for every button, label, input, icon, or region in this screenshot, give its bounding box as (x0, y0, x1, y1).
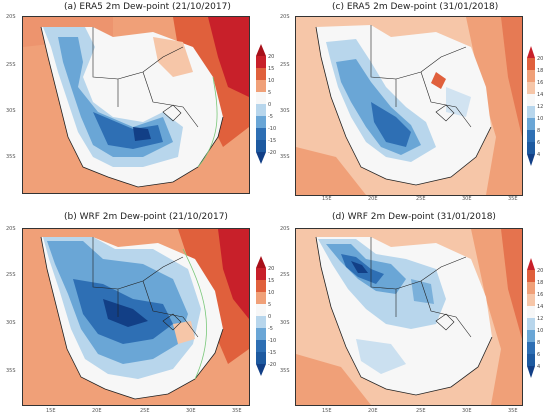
colorbar-label: -15 (268, 350, 277, 356)
lat-label: 20S (6, 226, 16, 232)
colorbar-label: 5 (268, 90, 272, 96)
dewpoint-map-a (23, 17, 249, 193)
lon-label: 25E (140, 408, 150, 414)
panel-title: (d) WRF 2m Dew-point (31/01/2018) (332, 212, 496, 222)
colorbar-label: -15 (268, 138, 277, 144)
map-c (295, 16, 523, 196)
lon-label: 30E (462, 196, 472, 202)
lat-label: 30S (6, 320, 16, 326)
lon-label: 20E (92, 408, 102, 414)
lon-label: 35E (508, 408, 518, 414)
lat-label: 20S (6, 14, 16, 20)
lat-label: 25S (6, 62, 16, 68)
lat-label: 25S (280, 62, 290, 68)
panel-title: (c) ERA5 2m Dew-point (31/01/2018) (332, 2, 499, 12)
colorbar-label: 10 (268, 290, 275, 296)
colorbar-label: 20 (268, 54, 275, 60)
colorbar-label: -10 (268, 338, 277, 344)
lon-label: 15E (322, 196, 332, 202)
colorbar-label: 4 (537, 152, 541, 158)
lat-label: 35S (280, 368, 290, 374)
colorbar-label: 0 (268, 102, 272, 108)
lon-label: 15E (322, 408, 332, 414)
lat-label: 25S (280, 272, 290, 278)
colorbar-label: 15 (268, 66, 275, 72)
colorbar-label: 20 (537, 56, 544, 62)
colorbar-label: 14 (537, 304, 544, 310)
colorbar-label: 0 (268, 314, 272, 320)
map-b (22, 228, 250, 406)
lat-label: 30S (6, 108, 16, 114)
colorbar-label: 12 (537, 316, 544, 322)
lon-label: 15E (46, 408, 56, 414)
colorbar-label: 10 (537, 116, 544, 122)
colorbar-label: -20 (268, 362, 277, 368)
colorbar-a (256, 44, 266, 164)
panel-title: (b) WRF 2m Dew-point (21/10/2017) (64, 212, 228, 222)
lon-label: 30E (186, 408, 196, 414)
colorbar-b (256, 256, 266, 376)
lon-label: 25E (416, 196, 426, 202)
lat-label: 30S (280, 320, 290, 326)
lon-label: 20E (368, 408, 378, 414)
panel-title: (a) ERA5 2m Dew-point (21/10/2017) (64, 2, 231, 12)
colorbar-label: 5 (268, 302, 272, 308)
colorbar-label: 16 (537, 80, 544, 86)
dewpoint-map-c (296, 17, 522, 195)
colorbar-label: 14 (537, 92, 544, 98)
dewpoint-map-d (296, 229, 522, 405)
lon-label: 20E (368, 196, 378, 202)
lon-label: 35E (508, 196, 518, 202)
lat-label: 20S (280, 14, 290, 20)
colorbar-label: -20 (268, 150, 277, 156)
colorbar-label: 15 (268, 278, 275, 284)
colorbar-label: -10 (268, 126, 277, 132)
colorbar-c (527, 46, 535, 166)
colorbar-label: 6 (537, 352, 541, 358)
colorbar-label: 6 (537, 140, 541, 146)
colorbar-label: 20 (268, 266, 275, 272)
colorbar-label: 18 (537, 280, 544, 286)
colorbar-label: 8 (537, 340, 541, 346)
colorbar-label: 20 (537, 268, 544, 274)
colorbar-label: 16 (537, 292, 544, 298)
colorbar-label: 4 (537, 364, 541, 370)
colorbar-d (527, 258, 535, 378)
colorbar-label: -5 (268, 114, 273, 120)
colorbar-label: 10 (268, 78, 275, 84)
lat-label: 35S (280, 154, 290, 160)
colorbar-label: 8 (537, 128, 541, 134)
lat-label: 35S (6, 368, 16, 374)
lat-label: 25S (6, 272, 16, 278)
lat-label: 35S (6, 154, 16, 160)
colorbar-label: 12 (537, 104, 544, 110)
colorbar-label: 18 (537, 68, 544, 74)
colorbar-label: -5 (268, 326, 273, 332)
map-a (22, 16, 250, 194)
colorbar-label: 10 (537, 328, 544, 334)
lon-label: 35E (232, 408, 242, 414)
lat-label: 20S (280, 226, 290, 232)
dewpoint-map-b (23, 229, 249, 405)
lon-label: 25E (416, 408, 426, 414)
lon-label: 30E (462, 408, 472, 414)
map-d (295, 228, 523, 406)
lat-label: 30S (280, 108, 290, 114)
